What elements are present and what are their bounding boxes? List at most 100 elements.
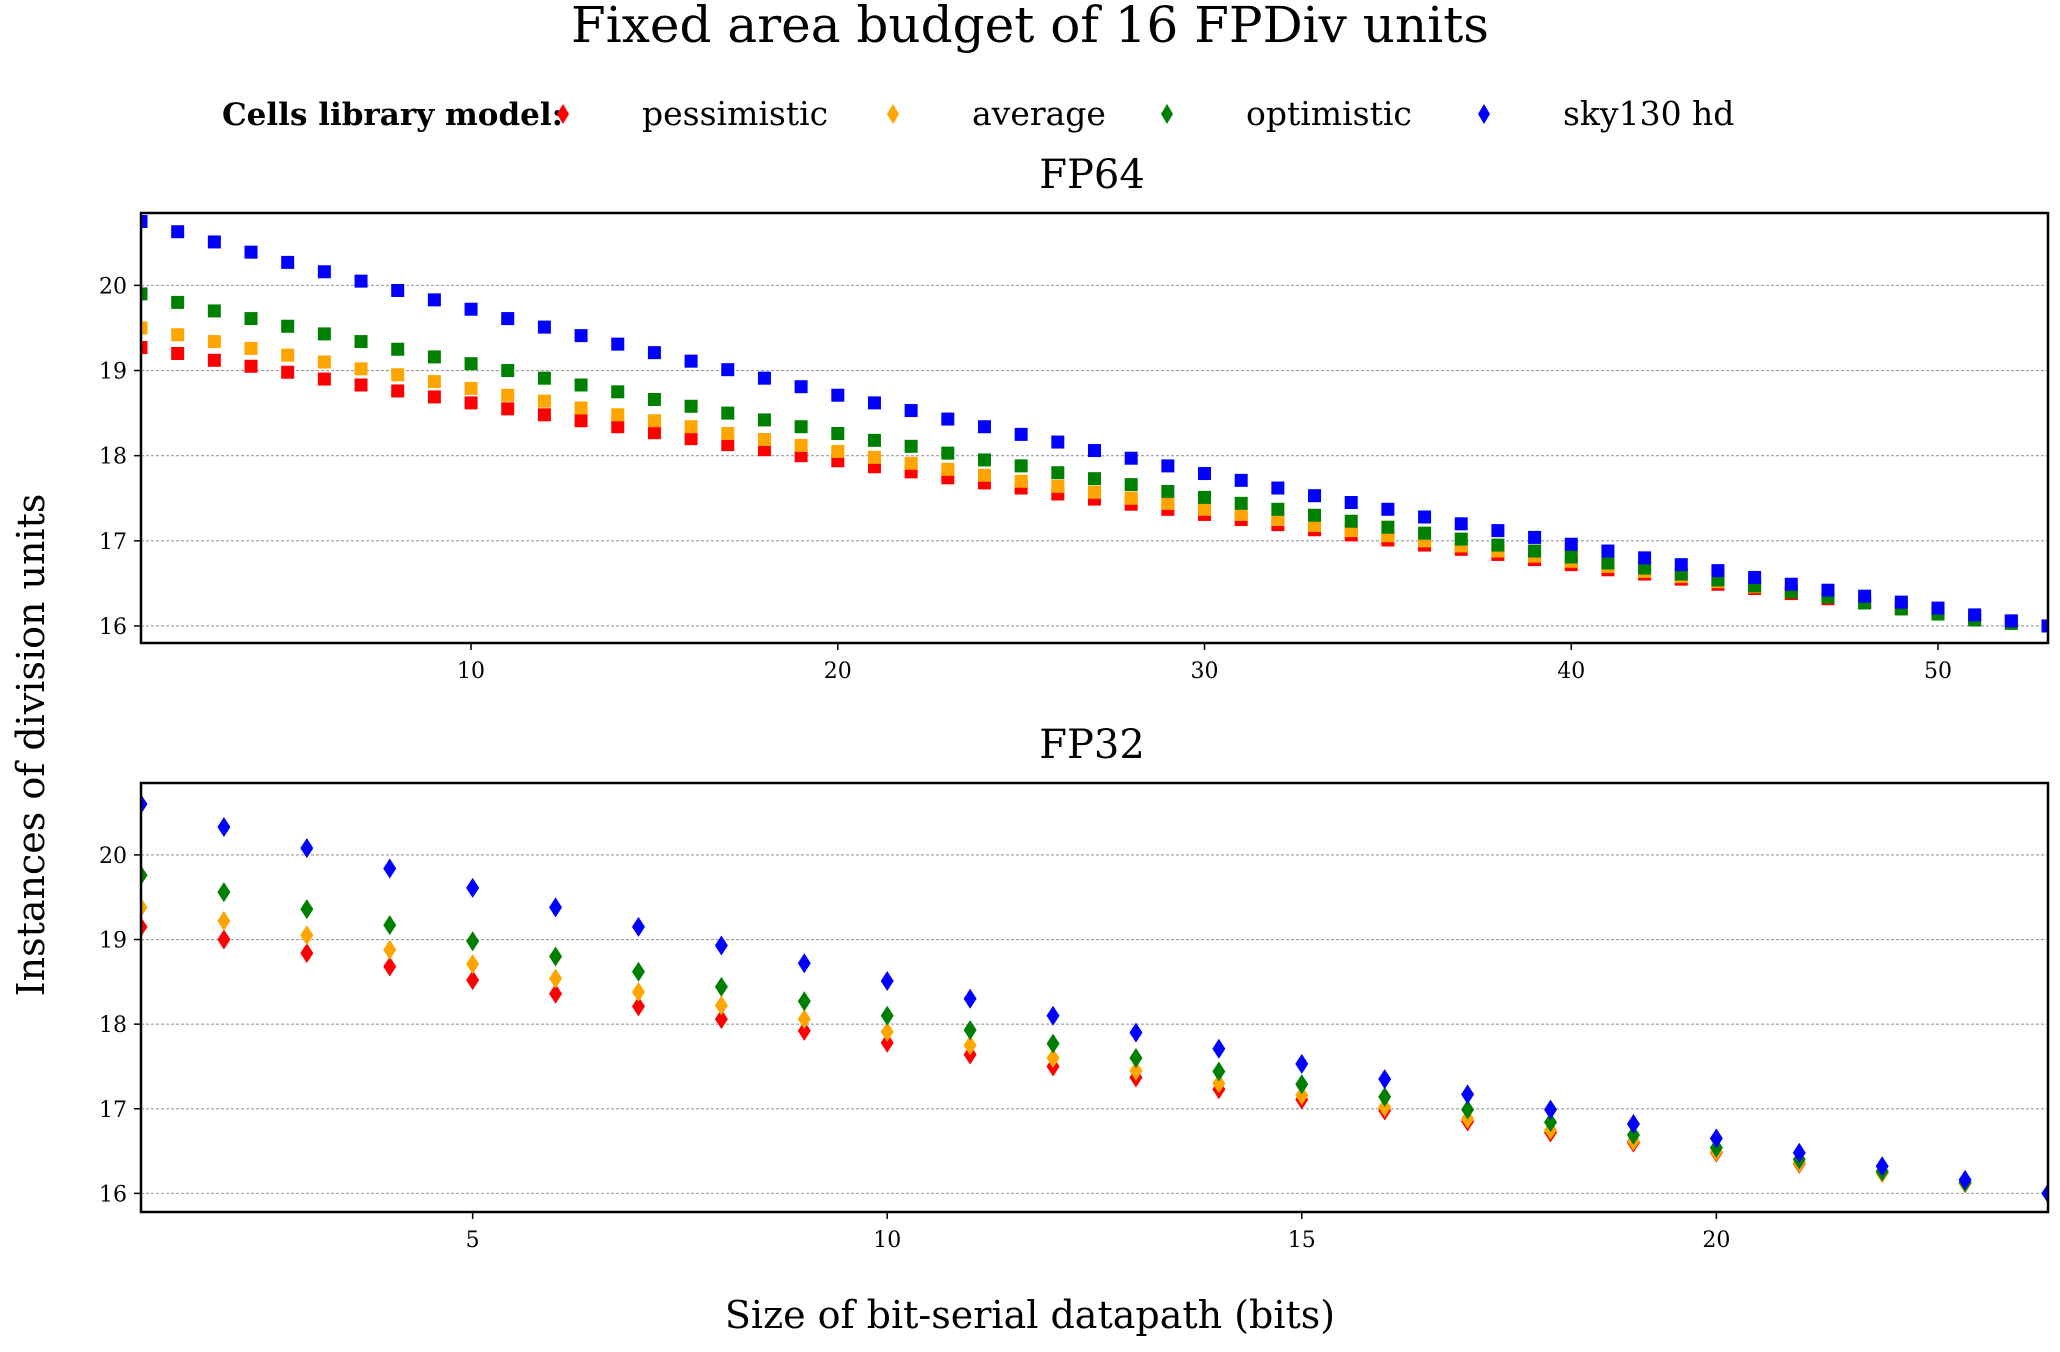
data-point — [1161, 459, 1175, 473]
data-point — [141, 897, 148, 918]
y-tick-label: 19 — [99, 360, 127, 385]
data-point — [1381, 502, 1395, 516]
data-point — [244, 359, 258, 373]
data-point — [797, 1009, 811, 1030]
series-optimistic — [141, 287, 2048, 633]
data-point — [1454, 532, 1468, 546]
panel-title-fp32: FP32 — [1039, 722, 1145, 768]
data-point — [1626, 1125, 1640, 1145]
data-point — [831, 388, 845, 402]
data-point — [1958, 1169, 1972, 1190]
data-point — [1051, 479, 1065, 493]
data-point — [1491, 538, 1505, 552]
data-point — [1378, 1069, 1392, 1090]
data-point — [684, 420, 698, 434]
data-point — [1124, 491, 1138, 505]
plot-area-fp64: 16 17 18 19 20 10 20 30 40 50 — [99, 211, 2050, 684]
data-point — [1212, 1073, 1226, 1094]
data-point — [1198, 502, 1212, 516]
series-sky130-hd — [141, 794, 2048, 1204]
panel-fp64: FP64 16 17 18 19 20 10 20 30 40 50 — [99, 152, 2050, 684]
data-point — [611, 420, 625, 434]
data-point — [1858, 589, 1872, 603]
data-point — [794, 380, 808, 394]
data-point — [317, 372, 331, 386]
data-point — [427, 390, 441, 404]
y-tick-label: 18 — [99, 1013, 127, 1038]
data-point — [1638, 561, 1652, 575]
data-point — [244, 245, 258, 259]
data-points — [141, 794, 2048, 1204]
data-point — [1212, 1038, 1226, 1059]
data-point — [574, 329, 588, 343]
series-optimistic — [141, 865, 2048, 1204]
data-point — [977, 453, 991, 467]
data-point — [1601, 544, 1615, 558]
data-point — [1564, 550, 1578, 564]
data-point — [300, 899, 314, 920]
y-tick-label: 17 — [99, 530, 127, 555]
plot-frame — [139, 211, 2050, 645]
data-point — [1792, 1142, 1806, 1163]
data-point — [1601, 556, 1615, 570]
data-point — [207, 304, 221, 318]
data-point — [647, 414, 661, 428]
data-point — [141, 287, 148, 301]
data-point — [1308, 508, 1322, 522]
data-point — [2041, 1183, 2048, 1204]
data-point — [1295, 1074, 1309, 1095]
x-tick-label: 50 — [1924, 659, 1952, 684]
data-point — [141, 341, 148, 355]
data-point — [941, 412, 955, 426]
data-point — [317, 327, 331, 341]
data-point — [631, 916, 645, 937]
data-point — [1564, 537, 1578, 551]
data-points — [141, 215, 2048, 633]
data-point — [1931, 601, 1945, 615]
data-point — [1124, 451, 1138, 465]
legend-item-average: average — [887, 94, 1106, 133]
data-point — [354, 335, 368, 349]
data-point — [1014, 427, 1028, 441]
data-point — [647, 426, 661, 440]
y-tick-label: 17 — [99, 1098, 127, 1123]
data-point — [1894, 595, 1908, 609]
data-point — [217, 929, 231, 950]
data-point — [721, 438, 735, 452]
legend-item-pessimistic: pessimistic — [557, 94, 828, 133]
data-point — [1528, 530, 1542, 544]
data-point — [281, 348, 295, 362]
data-point — [281, 255, 295, 269]
data-point — [574, 378, 588, 392]
y-tick-label: 20 — [99, 844, 127, 869]
y-tick-label: 18 — [99, 445, 127, 470]
data-point — [963, 988, 977, 1009]
data-point — [1711, 564, 1725, 578]
data-point — [977, 468, 991, 482]
data-point — [1344, 496, 1358, 510]
x-tick-label: 15 — [1288, 1228, 1316, 1253]
data-point — [941, 446, 955, 460]
data-point — [904, 404, 918, 418]
data-point — [281, 319, 295, 333]
data-point — [300, 925, 314, 946]
data-point — [354, 362, 368, 376]
data-point — [427, 375, 441, 389]
data-point — [1454, 517, 1468, 531]
data-point — [1378, 1086, 1392, 1107]
data-point — [537, 394, 551, 408]
x-tick-label: 30 — [1191, 659, 1219, 684]
data-point — [317, 355, 331, 369]
data-point — [391, 384, 405, 398]
data-point — [354, 378, 368, 392]
data-point — [217, 882, 231, 903]
data-point — [383, 915, 397, 936]
data-point — [963, 1035, 977, 1056]
data-point — [647, 392, 661, 406]
data-point — [721, 363, 735, 377]
data-point — [501, 364, 515, 378]
data-point — [757, 371, 771, 385]
data-point — [1674, 558, 1688, 572]
data-point — [684, 432, 698, 446]
